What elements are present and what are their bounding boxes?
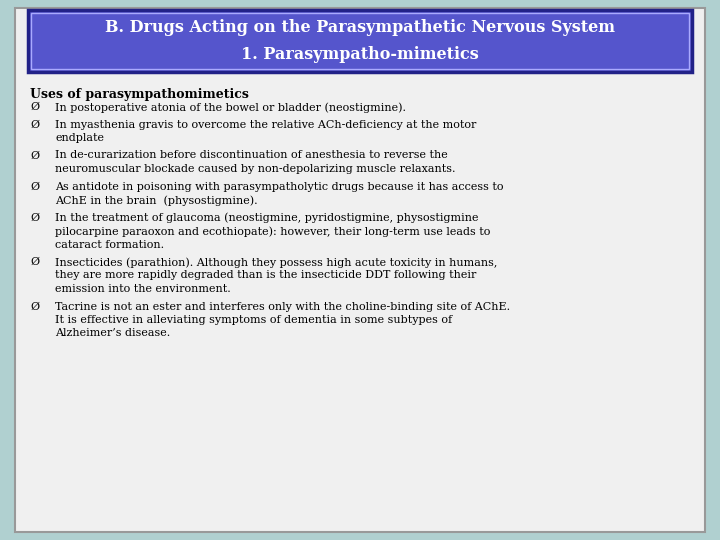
Text: Insecticides (parathion). Although they possess high acute toxicity in humans,: Insecticides (parathion). Although they … [55,257,498,267]
Text: Ø: Ø [30,213,39,222]
Text: AChE in the brain  (physostigmine).: AChE in the brain (physostigmine). [55,195,258,206]
Text: Ø: Ø [30,181,39,192]
Text: In postoperative atonia of the bowel or bladder (neostigmine).: In postoperative atonia of the bowel or … [55,102,406,112]
Text: emission into the environment.: emission into the environment. [55,284,230,294]
Text: cataract formation.: cataract formation. [55,240,164,249]
Text: Tacrine is not an ester and interferes only with the choline-binding site of ACh: Tacrine is not an ester and interferes o… [55,301,510,312]
Text: In the treatment of glaucoma (neostigmine, pyridostigmine, physostigmine: In the treatment of glaucoma (neostigmin… [55,213,479,223]
Text: Ø: Ø [30,301,39,312]
Text: As antidote in poisoning with parasympatholytic drugs because it has access to: As antidote in poisoning with parasympat… [55,181,503,192]
Text: Ø: Ø [30,102,39,112]
FancyBboxPatch shape [28,10,692,72]
Text: neuromuscular blockade caused by non-depolarizing muscle relaxants.: neuromuscular blockade caused by non-dep… [55,164,456,174]
Text: Ø: Ø [30,257,39,267]
Text: Alzheimer’s disease.: Alzheimer’s disease. [55,328,170,339]
Text: pilocarpine paraoxon and ecothiopate): however, their long-term use leads to: pilocarpine paraoxon and ecothiopate): h… [55,226,490,237]
Text: In de-curarization before discontinuation of anesthesia to reverse the: In de-curarization before discontinuatio… [55,151,448,160]
Text: endplate: endplate [55,133,104,143]
Text: Uses of parasympathomimetics: Uses of parasympathomimetics [30,88,249,101]
Text: 1. Parasympatho-mimetics: 1. Parasympatho-mimetics [241,46,479,63]
Text: In myasthenia gravis to overcome the relative ACh-deficiency at the motor: In myasthenia gravis to overcome the rel… [55,119,477,130]
Text: It is effective in alleviating symptoms of dementia in some subtypes of: It is effective in alleviating symptoms … [55,315,452,325]
Text: B. Drugs Acting on the Parasympathetic Nervous System: B. Drugs Acting on the Parasympathetic N… [105,19,615,36]
Text: they are more rapidly degraded than is the insecticide DDT following their: they are more rapidly degraded than is t… [55,271,477,280]
Text: Ø: Ø [30,151,39,160]
FancyBboxPatch shape [15,8,705,532]
Text: Ø: Ø [30,119,39,130]
